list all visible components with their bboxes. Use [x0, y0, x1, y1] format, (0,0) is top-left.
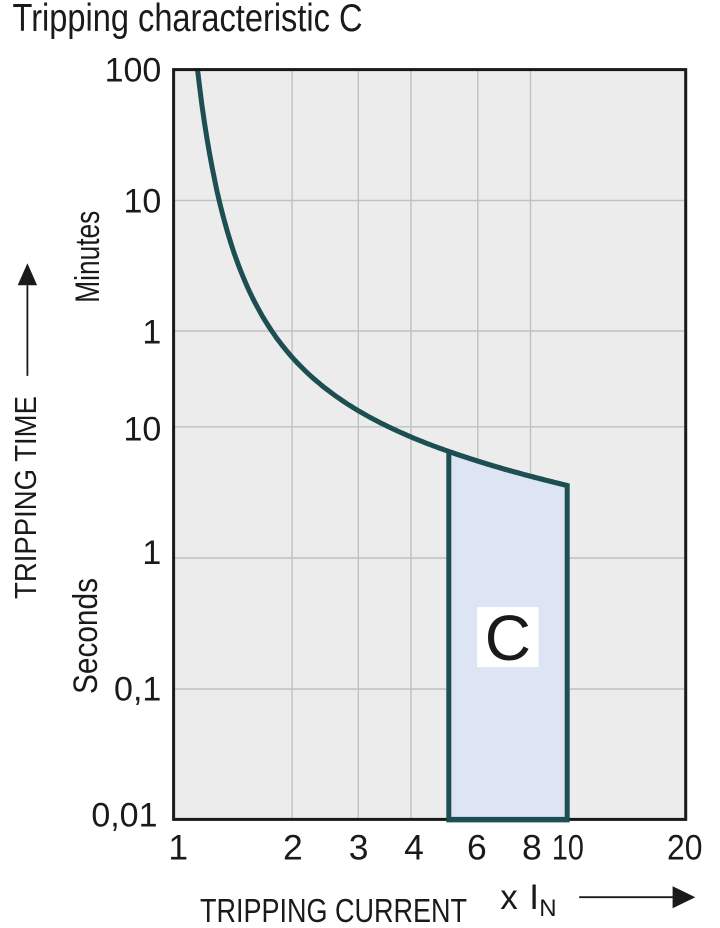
svg-text:0,01: 0,01 — [91, 796, 157, 834]
svg-text:1: 1 — [168, 828, 188, 868]
svg-text:TRIPPING TIME: TRIPPING TIME — [8, 396, 43, 599]
svg-text:100: 100 — [105, 52, 162, 90]
svg-text:1: 1 — [142, 534, 161, 572]
svg-text:C: C — [485, 602, 531, 674]
svg-text:N: N — [539, 895, 556, 922]
svg-text:10: 10 — [552, 828, 584, 868]
svg-text:3: 3 — [349, 828, 369, 868]
svg-text:1: 1 — [142, 314, 161, 352]
svg-text:10: 10 — [123, 183, 161, 221]
svg-text:4: 4 — [404, 828, 424, 868]
svg-text:20: 20 — [667, 828, 703, 868]
svg-text:8: 8 — [522, 828, 542, 868]
svg-text:Tripping characteristic C: Tripping characteristic C — [13, 0, 363, 40]
svg-text:Minutes: Minutes — [69, 211, 107, 303]
svg-text:Seconds: Seconds — [67, 578, 105, 694]
svg-text:2: 2 — [283, 828, 303, 868]
svg-text:10: 10 — [123, 411, 161, 449]
svg-text:0,1: 0,1 — [114, 671, 161, 709]
svg-text:6: 6 — [467, 828, 487, 868]
svg-text:I: I — [529, 878, 539, 917]
svg-text:TRIPPING CURRENT: TRIPPING CURRENT — [200, 893, 467, 928]
svg-text:x: x — [500, 878, 518, 917]
